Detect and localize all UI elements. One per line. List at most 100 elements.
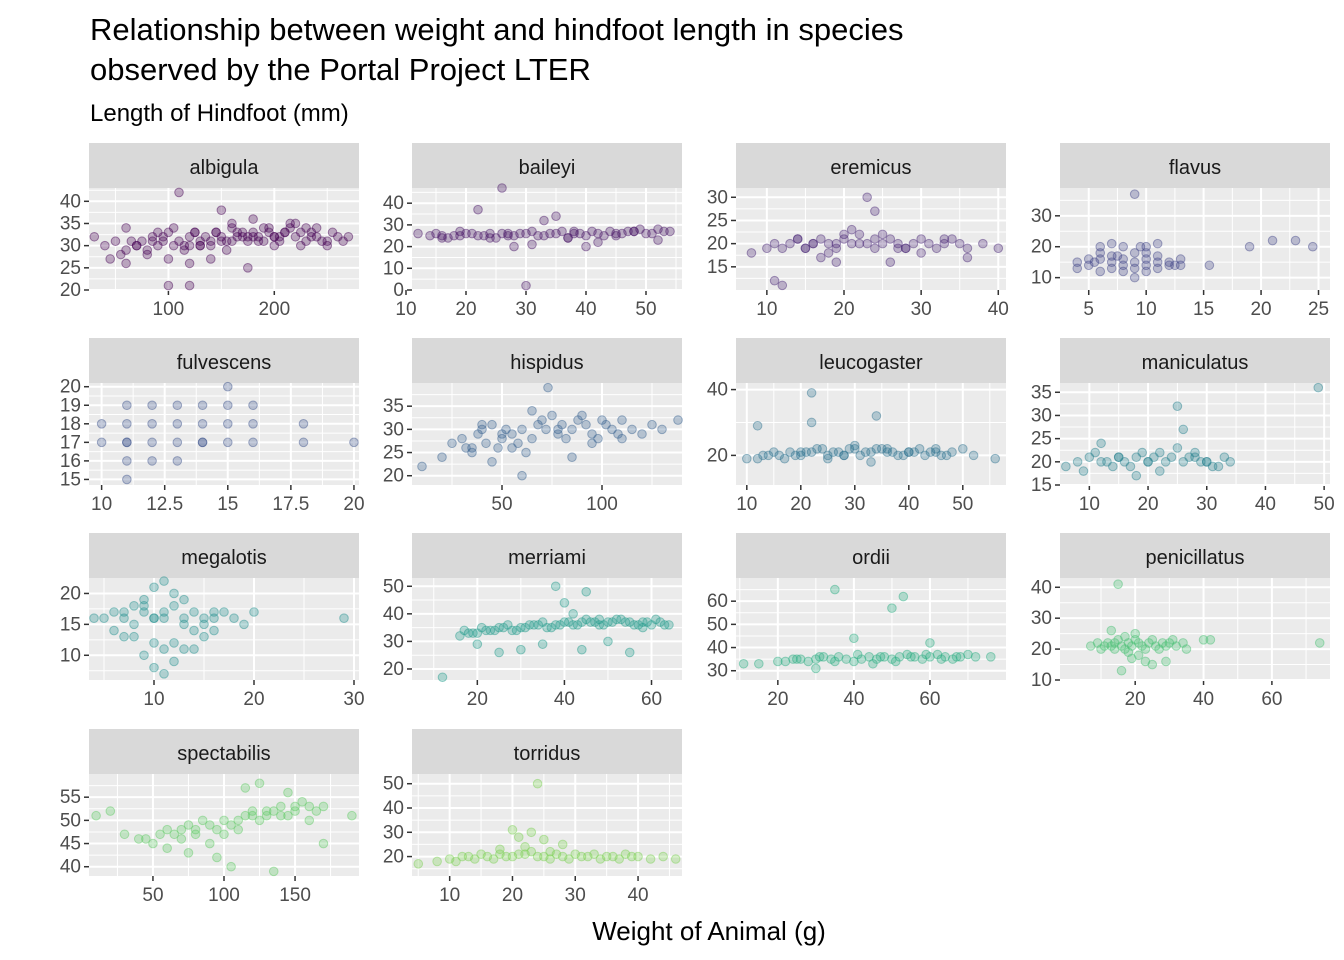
data-point: [1143, 457, 1153, 467]
data-point: [467, 443, 477, 453]
data-point: [1096, 644, 1106, 654]
data-point: [479, 230, 489, 241]
x-tick-label: 50: [142, 885, 163, 906]
data-point: [601, 851, 612, 862]
data-point: [894, 652, 905, 662]
data-point: [481, 625, 491, 636]
data-point: [431, 228, 441, 239]
data-point: [635, 224, 645, 235]
data-point: [557, 419, 567, 430]
data-point: [520, 622, 531, 633]
data-point: [109, 607, 119, 617]
y-tick-label: 25: [1031, 429, 1052, 450]
y-tick-label: 20: [707, 234, 728, 255]
data-point: [818, 652, 829, 662]
data-point: [792, 234, 803, 244]
data-point: [533, 620, 544, 630]
points-merriami: [437, 581, 674, 683]
data-point: [89, 231, 100, 242]
data-point: [871, 654, 882, 664]
data-point: [1141, 254, 1151, 264]
data-point: [1140, 656, 1151, 667]
data-point: [564, 854, 574, 864]
data-point: [908, 238, 919, 249]
data-point: [507, 625, 517, 636]
x-tick-label: 40: [898, 494, 919, 515]
data-point: [653, 235, 663, 245]
data-point: [174, 187, 184, 198]
data-point: [268, 866, 279, 877]
data-point: [1307, 241, 1318, 252]
x-tick-label: 20: [1125, 689, 1146, 710]
data-point: [570, 849, 581, 859]
data-point: [1314, 638, 1325, 648]
data-point: [754, 658, 764, 669]
data-point: [803, 656, 814, 667]
data-point: [317, 236, 327, 247]
x-tick-label: 20: [767, 689, 788, 710]
data-point: [854, 229, 865, 240]
data-point: [581, 230, 591, 241]
data-point: [916, 248, 926, 258]
data-point: [846, 224, 857, 235]
data-point: [777, 243, 788, 254]
data-point: [497, 429, 507, 439]
data-point: [646, 620, 657, 630]
data-point: [806, 388, 817, 398]
y-tick-label: 15: [707, 257, 728, 278]
data-point: [826, 654, 836, 664]
data-point: [823, 450, 833, 461]
data-point: [527, 239, 537, 250]
data-point: [527, 406, 537, 416]
data-point: [790, 450, 801, 461]
y-tick-label: 30: [60, 236, 81, 257]
data-point: [237, 227, 248, 238]
data-point: [1113, 579, 1123, 589]
y-tick-label: 15: [1031, 475, 1052, 496]
y-tick-label: 20: [60, 583, 81, 604]
data-point: [638, 622, 648, 633]
data-point: [542, 622, 552, 633]
data-point: [417, 461, 427, 472]
data-point: [1141, 260, 1151, 271]
data-point: [904, 447, 914, 457]
facet-strip: [736, 533, 1006, 578]
data-point: [642, 617, 652, 627]
data-point: [497, 183, 507, 193]
data-point: [769, 275, 780, 286]
y-tick-label: 40: [383, 193, 404, 214]
data-point: [190, 829, 201, 840]
data-point: [497, 228, 507, 239]
data-point: [473, 204, 483, 215]
data-point: [226, 861, 236, 872]
y-tick-label: 20: [383, 847, 404, 868]
data-point: [1109, 644, 1120, 654]
data-point: [537, 639, 548, 649]
points-hispidus: [417, 382, 683, 481]
facet-strip-label: leucogaster: [819, 352, 923, 374]
data-point: [940, 652, 950, 662]
data-point: [1106, 251, 1117, 261]
data-point: [1095, 241, 1106, 252]
y-tick-label: 25: [60, 258, 81, 279]
data-point: [318, 838, 329, 849]
y-tick-label: 55: [60, 787, 81, 808]
data-point: [862, 192, 872, 203]
x-tick-label: 30: [911, 299, 932, 320]
data-point: [248, 419, 258, 429]
data-point: [752, 420, 763, 431]
data-point: [119, 631, 129, 642]
data-point: [1213, 461, 1224, 472]
data-point: [184, 231, 195, 242]
data-point: [526, 846, 537, 857]
data-point: [796, 450, 806, 461]
data-point: [572, 620, 583, 630]
data-point: [233, 815, 244, 826]
data-point: [129, 631, 139, 642]
data-point: [1196, 457, 1206, 467]
data-point: [122, 456, 132, 466]
data-point: [189, 625, 199, 636]
data-point: [854, 238, 865, 249]
data-point: [1147, 659, 1158, 670]
data-point: [485, 625, 496, 636]
